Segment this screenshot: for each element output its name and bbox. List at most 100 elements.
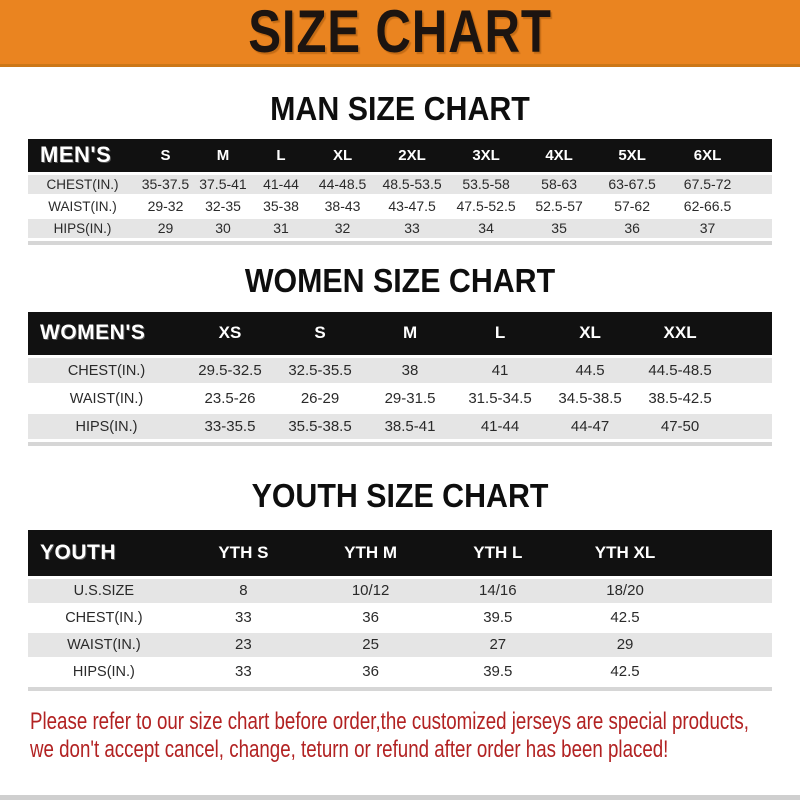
row-label: HIPS(IN.) [28, 217, 137, 241]
table-title-cell: YOUTH [40, 540, 116, 564]
filler-cell [745, 195, 772, 219]
size-column-header: 4XL [545, 146, 573, 164]
table-row: WAIST(IN.) 29-32 32-35 35-38 38-43 43-47.5 47.… [28, 195, 772, 219]
size-value: 33 [179, 658, 307, 687]
table-row: WAIST(IN.) 23.5-26 26-29 29-31.5 31.5-34.5 34… [28, 384, 772, 414]
size-value: 18/20 [561, 577, 689, 606]
size-column-header: YTH M [344, 542, 398, 562]
size-value: 25 [306, 631, 435, 660]
size-column-header: 6XL [693, 146, 722, 164]
size-value: 38.5-42.5 [635, 384, 726, 414]
size-column-header: L [494, 323, 506, 343]
size-value: 31 [252, 217, 311, 241]
table-wrap: WOMEN'S XS S M L XL XXL CHEST(IN.) 29.5-32.5 32.5… [28, 311, 772, 446]
table-title-cell: MEN'S [40, 142, 112, 168]
size-value: 29 [561, 631, 689, 660]
table-row: U.S.SIZE 8 10/12 14/16 18/20 [28, 577, 772, 606]
filler-cell [725, 356, 772, 386]
youth-size-table: YOUTH YTH S YTH M YTH L YTH XL U.S.SIZE 8 10/12… [28, 530, 772, 687]
size-value: 44-48.5 [310, 173, 376, 197]
notice-line-2: we don't accept cancel, change, teturn o… [30, 735, 669, 763]
section-heading: YOUTH SIZE CHART [251, 477, 549, 514]
size-value: 41-44 [455, 412, 546, 442]
section-heading: WOMEN SIZE CHART [244, 261, 556, 299]
man-size-chart-section: MAN SIZE CHART MEN'S S M L XL 2XL 3XL 4XL 5XL 6XL C… [0, 92, 800, 245]
size-value: 36 [306, 658, 435, 687]
row-label: WAIST(IN.) [28, 384, 185, 414]
size-value: 44.5 [545, 356, 636, 386]
filler-cell [688, 631, 772, 660]
filler-cell [725, 384, 772, 414]
size-value: 32 [310, 217, 376, 241]
size-value: 41 [455, 356, 546, 386]
size-value: 37.5-41 [193, 173, 252, 197]
notice-line-1: Please refer to our size chart before or… [30, 707, 750, 735]
size-value: 44-47 [545, 412, 636, 442]
table-row: CHEST(IN.) 33 36 39.5 42.5 [28, 604, 772, 633]
bottom-edge-strip [0, 795, 800, 800]
filler-cell [688, 577, 772, 606]
size-column-header: 5XL [618, 146, 646, 164]
women-size-chart-section: WOMEN SIZE CHART WOMEN'S XS S M L XL XXL CHEST(I… [0, 261, 800, 446]
table-row: HIPS(IN.) 33 36 39.5 42.5 [28, 658, 772, 687]
size-value: 8 [179, 577, 307, 606]
row-label: WAIST(IN.) [28, 195, 137, 219]
size-value: 52.5-57 [523, 195, 596, 219]
size-column-header: YTH XL [594, 542, 656, 562]
size-value: 42.5 [561, 658, 689, 687]
size-value: 39.5 [434, 604, 562, 633]
size-value: 42.5 [561, 604, 689, 633]
row-label: CHEST(IN.) [28, 604, 180, 633]
size-column-header: XS [218, 323, 242, 343]
size-column-header: M [402, 323, 418, 343]
size-value: 39.5 [434, 658, 562, 687]
table-wrap: MEN'S S M L XL 2XL 3XL 4XL 5XL 6XL CHEST(IN.) 35-37… [28, 139, 772, 245]
table-bottom-shadow [28, 240, 772, 245]
size-value: 35-38 [252, 195, 311, 219]
size-value: 57-62 [595, 195, 670, 219]
size-value: 63-67.5 [595, 173, 670, 197]
size-value: 30 [193, 217, 252, 241]
size-column-header: 3XL [472, 146, 500, 164]
size-column-header: YTH S [218, 542, 269, 562]
size-column-header: XXL [663, 323, 697, 343]
filler-cell [688, 658, 772, 687]
size-value: 29 [136, 217, 194, 241]
filler-cell [688, 604, 772, 633]
size-value: 32.5-35.5 [275, 356, 366, 386]
youth-size-chart-section: YOUTH SIZE CHART YOUTH YTH S YTH M YTH L YTH … [0, 479, 800, 691]
size-value: 62-66.5 [669, 195, 746, 219]
table-bottom-shadow [28, 686, 772, 691]
size-value: 36 [595, 217, 670, 241]
size-value: 23 [179, 631, 307, 660]
size-value: 26-29 [275, 384, 366, 414]
size-value: 35-37.5 [136, 173, 194, 197]
size-column-header: YTH L [473, 542, 523, 562]
size-value: 33 [375, 217, 450, 241]
size-value: 33-35.5 [184, 412, 275, 442]
size-value: 44.5-48.5 [635, 356, 726, 386]
row-label: HIPS(IN.) [28, 412, 185, 442]
size-value: 35.5-38.5 [275, 412, 366, 442]
page-title: SIZE CHART [248, 0, 552, 65]
filler-cell [745, 173, 772, 197]
size-value: 67.5-72 [669, 173, 746, 197]
size-value: 48.5-53.5 [375, 173, 450, 197]
table-row: HIPS(IN.) 33-35.5 35.5-38.5 38.5-41 41-44 44-… [28, 412, 772, 442]
size-value: 35 [523, 217, 596, 241]
row-label: U.S.SIZE [28, 577, 180, 606]
size-value: 37 [669, 217, 746, 241]
filler-cell [725, 312, 772, 357]
filler-cell [725, 412, 772, 442]
row-label: CHEST(IN.) [28, 173, 137, 197]
row-label: HIPS(IN.) [28, 658, 180, 687]
size-value: 34 [449, 217, 524, 241]
size-value: 34.5-38.5 [545, 384, 636, 414]
size-value: 32-35 [193, 195, 252, 219]
footer-notice: Please refer to our size chart before or… [30, 708, 770, 764]
filler-cell [745, 217, 772, 241]
size-value: 33 [179, 604, 307, 633]
table-row: CHEST(IN.) 29.5-32.5 32.5-35.5 38 41 44.5 44.5… [28, 356, 772, 386]
men-s-size-table: MEN'S S M L XL 2XL 3XL 4XL 5XL 6XL CHEST(IN.) 35-37… [28, 139, 772, 241]
size-value: 23.5-26 [184, 384, 275, 414]
